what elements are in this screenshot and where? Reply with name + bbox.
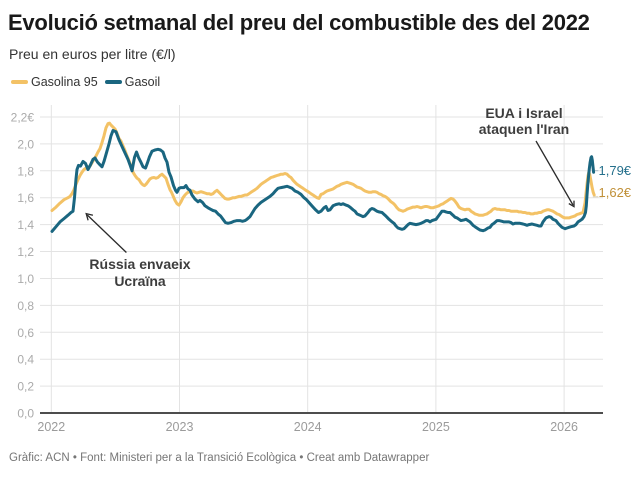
svg-text:0,8: 0,8 [17,299,34,313]
svg-text:1,4: 1,4 [17,218,34,232]
svg-text:2023: 2023 [166,420,194,434]
svg-text:2026: 2026 [550,420,578,434]
svg-text:0,2: 0,2 [17,380,34,394]
svg-text:2,0: 2,0 [17,137,34,151]
svg-text:2,2€: 2,2€ [11,111,35,125]
svg-text:Ucraïna: Ucraïna [114,273,166,289]
svg-text:1,79€: 1,79€ [599,163,632,178]
svg-text:0,4: 0,4 [17,353,34,367]
svg-text:ataquen l'Iran: ataquen l'Iran [479,121,569,137]
svg-text:2025: 2025 [422,420,450,434]
svg-text:1,0: 1,0 [17,272,34,286]
svg-text:1,8: 1,8 [17,164,34,178]
svg-text:2022: 2022 [37,420,65,434]
svg-text:EUA i Israel: EUA i Israel [485,105,562,121]
svg-text:Rússia envaeix: Rússia envaeix [89,256,190,272]
svg-text:0,0: 0,0 [17,407,34,421]
svg-text:2024: 2024 [294,420,322,434]
svg-text:1,6: 1,6 [17,191,34,205]
svg-text:1,62€: 1,62€ [599,185,632,200]
svg-text:1,2: 1,2 [17,245,34,259]
svg-text:0,6: 0,6 [17,326,34,340]
